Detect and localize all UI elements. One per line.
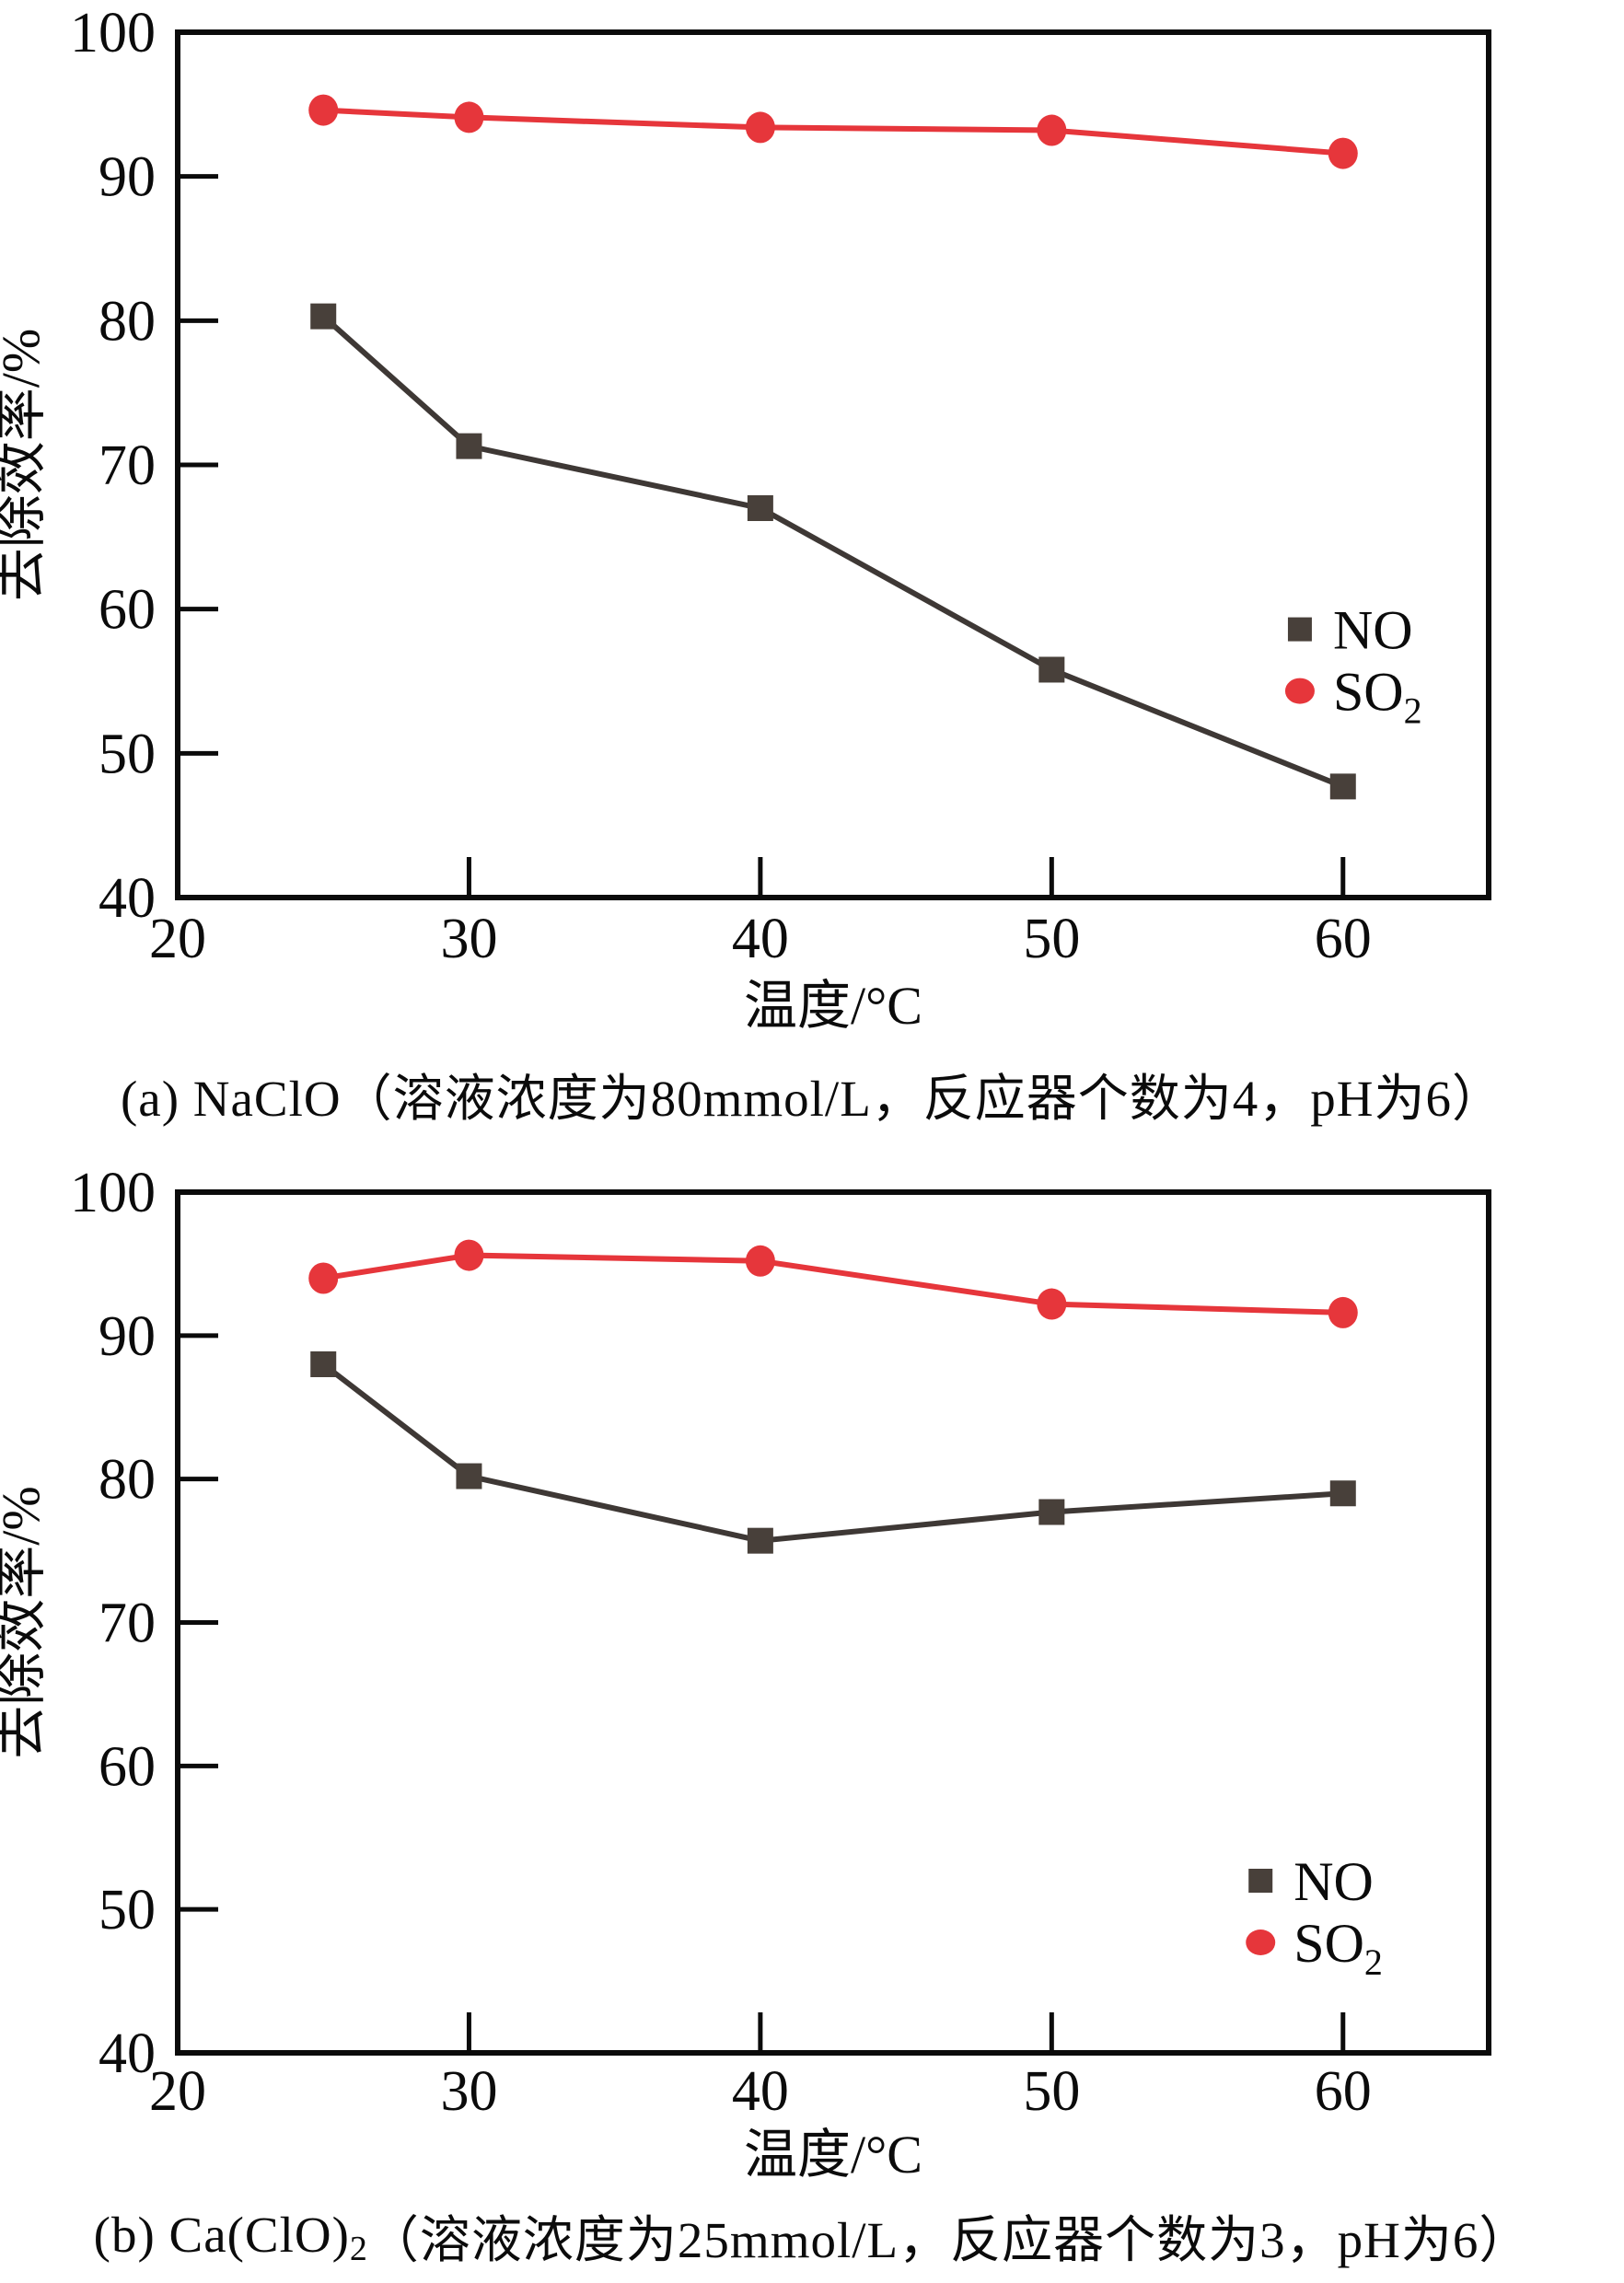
y-axis-tick-label: 80 [99, 1449, 156, 1512]
data-point-marker [308, 1262, 339, 1294]
chart-a-canvas: 40 50 60 70 80 90 100 20 30 40 50 60 温度/°C 去除效率/% NOSO… [0, 2, 1491, 1036]
data-point-marker [1038, 1499, 1065, 1525]
caption-text: (b) Ca(ClO) [93, 2207, 350, 2263]
data-point-marker [1038, 656, 1065, 683]
y-axis-tick-label: 90 [99, 1305, 156, 1368]
data-point-marker [1329, 1480, 1356, 1507]
series-line-NO [321, 314, 1344, 790]
legend-label: SO2 [1333, 662, 1422, 732]
x-axis-tick-label: 30 [440, 908, 497, 970]
panel-a: 40 50 60 70 80 90 100 20 30 40 50 60 温度/°C 去除效率/% NO SO… [0, 2, 1624, 1142]
y-axis-tick-label: 60 [99, 1735, 156, 1798]
data-point-marker [310, 303, 337, 330]
data-point-marker [745, 111, 775, 144]
data-point-marker [747, 495, 773, 521]
x-axis-tick-label: 40 [732, 2060, 789, 2123]
x-axis-tick-label: 40 [732, 908, 789, 970]
legend-marker-circle [1246, 1930, 1276, 1955]
legend-label: NO [1333, 600, 1413, 661]
data-point-marker [747, 1527, 773, 1554]
x-axis-title: 温度/°C [744, 976, 922, 1036]
y-axis-tick-label: 70 [99, 435, 156, 497]
x-axis-tick-label: 50 [1023, 908, 1080, 970]
data-point-marker [456, 1463, 482, 1489]
x-axis-tick-label: 30 [440, 2060, 497, 2123]
x-axis-title: 温度/°C [744, 2125, 922, 2184]
legend-label: SO2 [1293, 1913, 1383, 1983]
y-axis-tick-label: 80 [99, 290, 156, 353]
x-axis-tick-label: 60 [1315, 2060, 1372, 2123]
y-axis-tick-label: 100 [70, 2, 156, 64]
y-axis-title: 去除效率/% [0, 1486, 51, 1758]
data-point-marker [1328, 1296, 1358, 1328]
y-axis-tick-label: 40 [99, 867, 156, 930]
y-axis-tick-label: 100 [70, 1162, 156, 1224]
data-point-marker [1329, 773, 1356, 800]
y-axis-title: 去除效率/% [0, 329, 51, 601]
plot-border [175, 1189, 1491, 2056]
y-axis-tick-label: 70 [99, 1593, 156, 1655]
x-axis-tick-label: 60 [1315, 908, 1372, 970]
chart-b-canvas: 40 50 60 70 80 90 100 20 30 40 50 60 温度/°C 去除效率/% NOSO… [0, 1162, 1491, 2184]
y-axis-tick-label: 40 [99, 2022, 156, 2085]
data-point-marker [310, 1351, 337, 1377]
y-axis-tick-label: 50 [99, 723, 156, 785]
data-point-marker [1037, 114, 1067, 146]
data-point-marker [745, 1245, 775, 1277]
data-point-marker [308, 94, 339, 126]
data-point-marker [456, 433, 482, 459]
x-axis-tick-label: 50 [1023, 2060, 1080, 2123]
legend-marker-square [1287, 617, 1312, 642]
y-axis-tick-label: 60 [99, 579, 156, 642]
legend-label: NO [1293, 1851, 1374, 1912]
data-point-marker [1328, 137, 1358, 169]
y-axis-tick-label: 50 [99, 1879, 156, 1941]
panel-b: 40 50 60 70 80 90 100 20 30 40 50 60 温度/°C 去除效率/% NO SO… [0, 1142, 1624, 2283]
y-axis-tick-label: 90 [99, 146, 156, 209]
caption-text: (a) NaClO（溶液浓度为80mmol/L，反应器个数为4，pH为6） [120, 1070, 1504, 1127]
series-line-NO [321, 1362, 1343, 1544]
caption-subscript: 2 [349, 2230, 368, 2268]
data-point-marker [454, 1239, 484, 1271]
caption-text: （溶液浓度为25mmol/L，反应器个数为3，pH为6） [367, 2211, 1531, 2268]
caption-b: (b) Ca(ClO) 2 （溶液浓度为25mmol/L，反应器个数为3，pH为6） [0, 2186, 1624, 2283]
x-axis-tick-label: 20 [149, 908, 206, 970]
legend-marker-square [1248, 1869, 1273, 1893]
data-point-marker [454, 101, 484, 133]
x-axis-tick-label: 20 [149, 2060, 206, 2123]
caption-a: (a) NaClO（溶液浓度为80mmol/L，反应器个数为4，pH为6） [0, 1045, 1624, 1142]
data-point-marker [1037, 1288, 1067, 1320]
legend-marker-circle [1284, 678, 1315, 704]
